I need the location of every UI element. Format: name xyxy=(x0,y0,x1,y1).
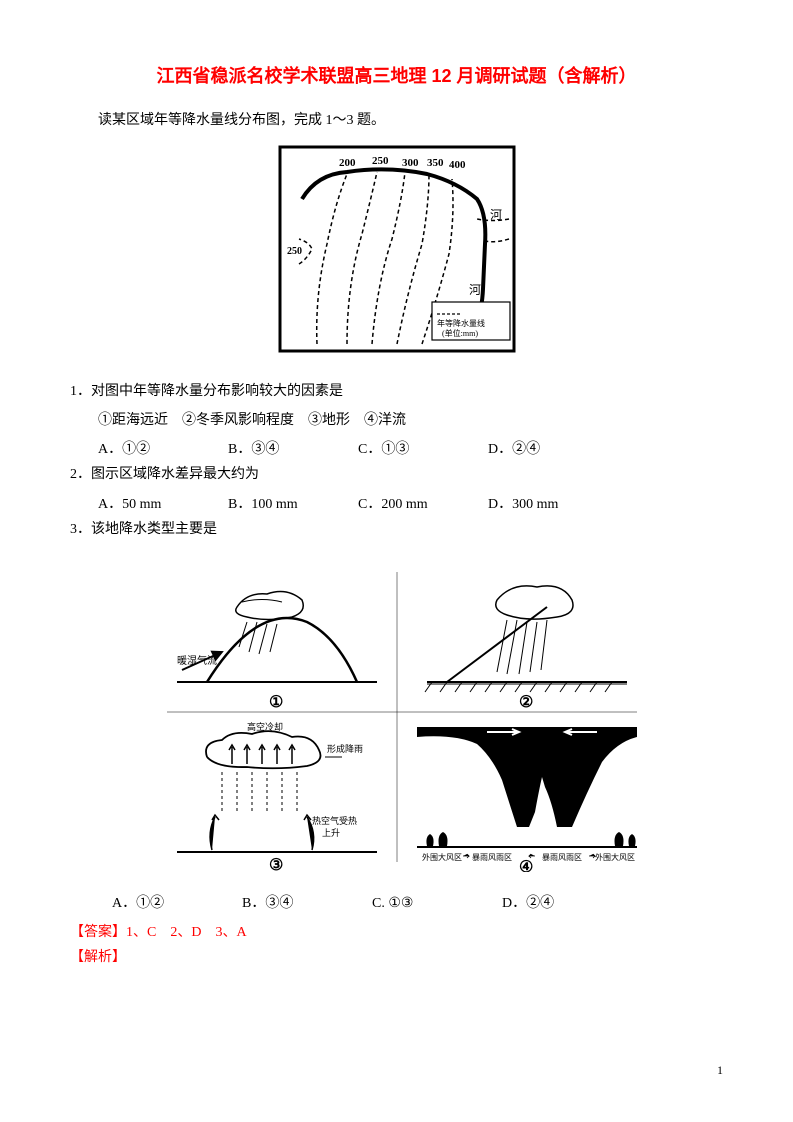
diagram-1: 暖湿气流 ① xyxy=(177,591,377,710)
q1-opt-a: A．①② xyxy=(98,437,228,462)
hot-air-label-1: 热空气受热 xyxy=(312,815,357,826)
q1-options: A．①② B．③④ C．①③ D．②④ xyxy=(70,437,723,462)
diagram-2-number: ② xyxy=(519,694,533,711)
q2-opt-b: B．100 mm xyxy=(228,492,358,517)
analysis-label: 【解析】 xyxy=(70,945,723,970)
outer-wind-right: 外围大风区 xyxy=(595,852,635,862)
rain-type-diagrams: 暖湿气流 ① xyxy=(70,552,723,881)
river-label-1: 河 xyxy=(490,208,502,222)
q1-stem: 1．对图中年等降水量分布影响较大的因素是 xyxy=(70,379,723,404)
warm-air-label: 暖湿气流 xyxy=(177,654,217,667)
q3-options: A．①② B．③④ C. ①③ D．②④ xyxy=(70,891,723,916)
q1-opt-b: B．③④ xyxy=(228,437,358,462)
page-title: 江西省稳派名校学术联盟高三地理 12 月调研试题（含解析） xyxy=(70,60,723,92)
diagram-svg: 暖湿气流 ① xyxy=(147,552,647,872)
isohyet-label-400: 400 xyxy=(449,159,466,171)
storm-left: 暴雨风雨区 xyxy=(472,853,512,862)
isohyet-label-250: 250 xyxy=(372,155,389,167)
q2-opt-d: D．300 mm xyxy=(488,492,618,517)
q2-opt-a: A．50 mm xyxy=(98,492,228,517)
form-rain-label: 形成降雨 xyxy=(327,743,363,754)
q2-options: A．50 mm B．100 mm C．200 mm D．300 mm xyxy=(70,492,723,517)
isohyet-label-350: 350 xyxy=(427,157,444,169)
isohyet-label-200: 200 xyxy=(339,157,356,169)
diagram-4: 外围大风区 暴雨风雨区 暴雨风雨区 外围大风区 ④ xyxy=(417,727,637,872)
isohyet-map-svg: 200 250 300 350 400 250 河 河 年等降水量线 (单位:m… xyxy=(277,144,517,354)
q1-opt-c: C．①③ xyxy=(358,437,488,462)
outer-wind-left: 外围大风区 xyxy=(422,852,462,862)
isohyet-label-300: 300 xyxy=(402,157,419,169)
q3-opt-c: C. ①③ xyxy=(372,891,502,916)
isohyet-label-250b: 250 xyxy=(287,246,302,257)
diagram-3-number: ③ xyxy=(269,857,283,872)
storm-right: 暴雨风雨区 xyxy=(542,853,582,862)
river-label-2: 河 xyxy=(469,283,481,297)
q3-opt-b: B．③④ xyxy=(242,891,372,916)
legend-text-2: (单位:mm) xyxy=(442,328,478,338)
diagram-4-number: ④ xyxy=(519,859,533,872)
q1-opt-d: D．②④ xyxy=(488,437,618,462)
q1-sub: ①距海远近 ②冬季风影响程度 ③地形 ④洋流 xyxy=(70,408,723,433)
q3-opt-a: A．①② xyxy=(112,891,242,916)
diagram-2: ② xyxy=(425,586,627,711)
page-number: 1 xyxy=(717,1060,723,1082)
q2-stem: 2．图示区域降水差异最大约为 xyxy=(70,462,723,487)
answer-text: 【答案】1、C 2、D 3、A xyxy=(70,920,723,945)
diagram-1-number: ① xyxy=(269,694,283,711)
hot-air-label-2: 上升 xyxy=(322,828,340,838)
intro-text: 读某区域年等降水量线分布图，完成 1～3 题。 xyxy=(70,108,723,133)
q3-stem: 3．该地降水类型主要是 xyxy=(70,517,723,542)
map-figure: 200 250 300 350 400 250 河 河 年等降水量线 (单位:m… xyxy=(70,144,723,363)
q3-opt-d: D．②④ xyxy=(502,891,632,916)
high-cold-label: 高空冷却 xyxy=(247,721,283,732)
legend-text-1: 年等降水量线 xyxy=(437,318,485,328)
diagram-3: 高空冷却 形成降雨 热空气受热 上升 ③ xyxy=(177,721,377,872)
q2-opt-c: C．200 mm xyxy=(358,492,488,517)
